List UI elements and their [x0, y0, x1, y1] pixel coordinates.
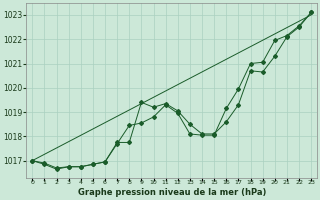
X-axis label: Graphe pression niveau de la mer (hPa): Graphe pression niveau de la mer (hPa)	[77, 188, 266, 197]
